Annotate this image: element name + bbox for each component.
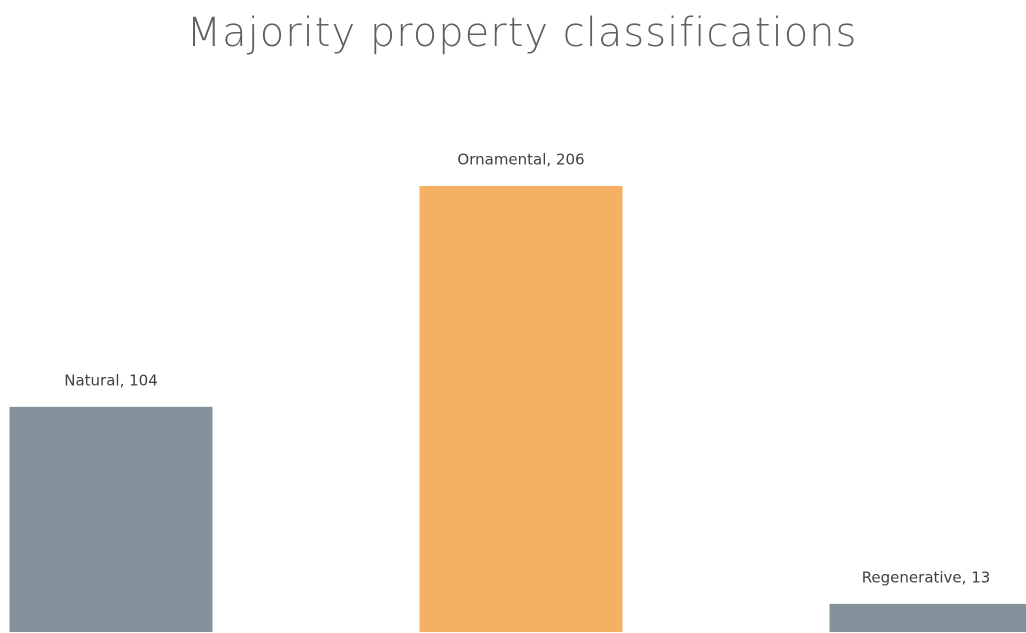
data-label: Regenerative, 13 xyxy=(862,568,991,586)
chart-title: Majority property classifications xyxy=(187,10,858,56)
data-label: Natural, 104 xyxy=(64,371,158,389)
bar xyxy=(829,603,1026,632)
bar xyxy=(9,406,213,632)
data-label: Ornamental, 206 xyxy=(457,151,584,169)
bar xyxy=(419,186,623,632)
